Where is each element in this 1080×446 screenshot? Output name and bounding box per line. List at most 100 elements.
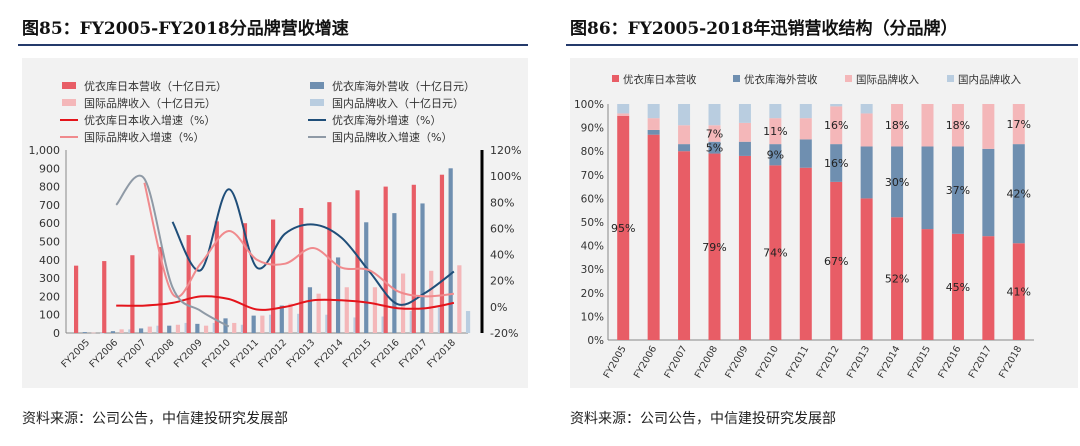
y-tick-label-60-: 60% (581, 193, 604, 205)
segment-fy2012-s1 (830, 181, 843, 340)
y2-tick-label--20-: -20% (490, 327, 518, 340)
bar-fy2013-s1 (299, 208, 304, 333)
segment-fy2018-s2 (1012, 144, 1025, 244)
bar-fy2009-s2 (195, 323, 200, 333)
bar-fy2008-s1 (158, 246, 163, 333)
data-label-fy2008-3: 5% (706, 142, 723, 155)
segment-fy2007-s3 (678, 125, 691, 145)
segment-fy2014-s3 (891, 104, 904, 147)
y-tick-label-1-000: 1,000 (29, 144, 61, 157)
legend-label-8: 国内品牌收入增速（%） (332, 130, 452, 144)
y2-tick-label-20-: 20% (490, 275, 514, 288)
y-tick-label-200: 200 (39, 290, 60, 303)
legend-label-5: 优衣库日本收入增速（%） (84, 113, 215, 127)
y-tick-label-300: 300 (39, 272, 60, 285)
x-tick-label-fy2013: FY2013 (284, 337, 317, 370)
bar-fy2012-s3 (288, 303, 293, 333)
bar-fy2014-s1 (327, 202, 332, 333)
y-tick-label-50-: 50% (581, 217, 604, 229)
x-tick-label-fy2017: FY2017 (967, 344, 994, 380)
x-tick-label-fy2014: FY2014 (875, 344, 902, 380)
segment-fy2016-s3 (951, 104, 964, 147)
x-tick-label-fy2006: FY2006 (87, 337, 120, 370)
segment-fy2011-s1 (799, 167, 812, 340)
segment-fy2008-s3 (708, 125, 721, 142)
data-label-fy2012-9: 16% (824, 157, 848, 170)
legend-label-2: 优衣库海外营收（十亿日元） (332, 79, 475, 93)
segment-fy2013-s2 (860, 146, 873, 199)
segment-fy2014-s2 (891, 146, 904, 218)
segment-fy2016-s2 (951, 146, 964, 234)
bar-fy2007-s2 (138, 328, 144, 333)
bar-fy2018-s4 (465, 311, 471, 333)
segment-fy2017-s2 (982, 148, 995, 237)
bar-fy2008-s2 (167, 325, 172, 333)
segment-fy2015-s3 (921, 104, 934, 147)
segment-fy2012-s2 (830, 144, 843, 182)
right-source-note: 资料来源：公司公告，中信建投研究发展部 (570, 411, 836, 427)
x-tick-label-fy2005: FY2005 (59, 337, 92, 370)
segment-fy2016-s1 (951, 233, 964, 340)
segment-fy2010-s4 (769, 104, 782, 119)
segment-fy2017-s1 (982, 236, 995, 340)
segment-fy2010-s1 (769, 165, 782, 340)
x-tick-label-fy2018: FY2018 (997, 344, 1024, 380)
left-figure-title: 图85：FY2005-FY2018分品牌营收增速 (22, 19, 349, 39)
legend-label-4: 国内品牌收入（十亿日元） (332, 96, 464, 110)
bar-fy2016-s3 (400, 273, 406, 333)
bar-fy2012-s1 (271, 219, 276, 333)
bar-fy2006-s1 (102, 261, 107, 333)
legend-label-1: 优衣库日本营收（十亿日元） (84, 79, 227, 93)
legend-label-3: 国际品牌收入（十亿日元） (84, 96, 216, 110)
segment-fy2006-s1 (647, 134, 660, 340)
x-tick-label-fy2005: FY2005 (602, 344, 629, 380)
data-label-fy2014-11: 18% (885, 119, 909, 132)
segment-fy2008-s2 (708, 141, 721, 154)
bar-fy2016-s2 (392, 213, 397, 333)
bar-fy2007-s3 (147, 326, 152, 333)
y2-tick-label-120-: 120% (490, 144, 521, 157)
bar-fy2017-s1 (411, 184, 416, 333)
segment-fy2008-s1 (708, 153, 721, 340)
segment-fy2012-s3 (830, 106, 843, 145)
growth-line-2 (171, 188, 455, 306)
legend-label-2: 优衣库海外营收 (744, 73, 818, 86)
bar-fy2010-s3 (232, 322, 237, 333)
segment-fy2011-s4 (799, 104, 812, 119)
x-tick-label-fy2007: FY2007 (662, 344, 689, 380)
segment-fy2012-s4 (830, 104, 843, 107)
bar-fy2018-s1 (439, 174, 445, 333)
segment-fy2014-s1 (891, 217, 904, 340)
y-tick-label-70-: 70% (581, 170, 604, 182)
legend-label-1: 优衣库日本营收 (623, 73, 697, 86)
data-label-fy2016-16: 45% (946, 281, 970, 294)
bar-fy2006-s3 (119, 329, 124, 333)
data-label-fy2018-18: 42% (1007, 188, 1031, 201)
left-chart: 优衣库日本营收（十亿日元） 优衣库海外营收（十亿日元） 国际品牌收入（十亿日元） 国内… (29, 79, 522, 370)
legend-swatch-1 (62, 82, 76, 89)
segment-fy2006-s4 (647, 104, 660, 119)
data-label-fy2005-1: 95% (611, 222, 635, 235)
segment-fy2013-s3 (860, 113, 873, 147)
segment-fy2010-s2 (769, 144, 782, 166)
y-tick-label-90-: 90% (581, 123, 604, 135)
x-tick-label-fy2015: FY2015 (906, 344, 933, 380)
bar-fy2018-s3 (457, 265, 462, 333)
bar-fy2013-s2 (307, 287, 313, 333)
segment-fy2009-s2 (738, 141, 751, 156)
segment-fy2009-s1 (738, 155, 751, 340)
data-label-fy2012-8: 16% (824, 119, 848, 132)
x-tick-label-fy2016: FY2016 (936, 344, 963, 380)
x-tick-label-fy2013: FY2013 (845, 344, 872, 380)
y2-tick-label-40-: 40% (490, 249, 514, 262)
bar-fy2017-s2 (420, 203, 425, 333)
bar-fy2008-s3 (175, 324, 181, 333)
left-title-rule (18, 44, 528, 46)
bar-fy2011-s3 (260, 315, 265, 333)
bar-fy2007-s1 (130, 255, 135, 333)
growth-line-4 (115, 174, 230, 328)
segment-fy2005-s1 (617, 115, 630, 340)
bar-fy2009-s3 (203, 325, 209, 333)
right-figure: 图86：FY2005-2018年迅销营收结构（分品牌） 优衣库日本营收 优衣库海外… (548, 0, 1080, 446)
bar-fy2005-s1 (74, 265, 79, 333)
